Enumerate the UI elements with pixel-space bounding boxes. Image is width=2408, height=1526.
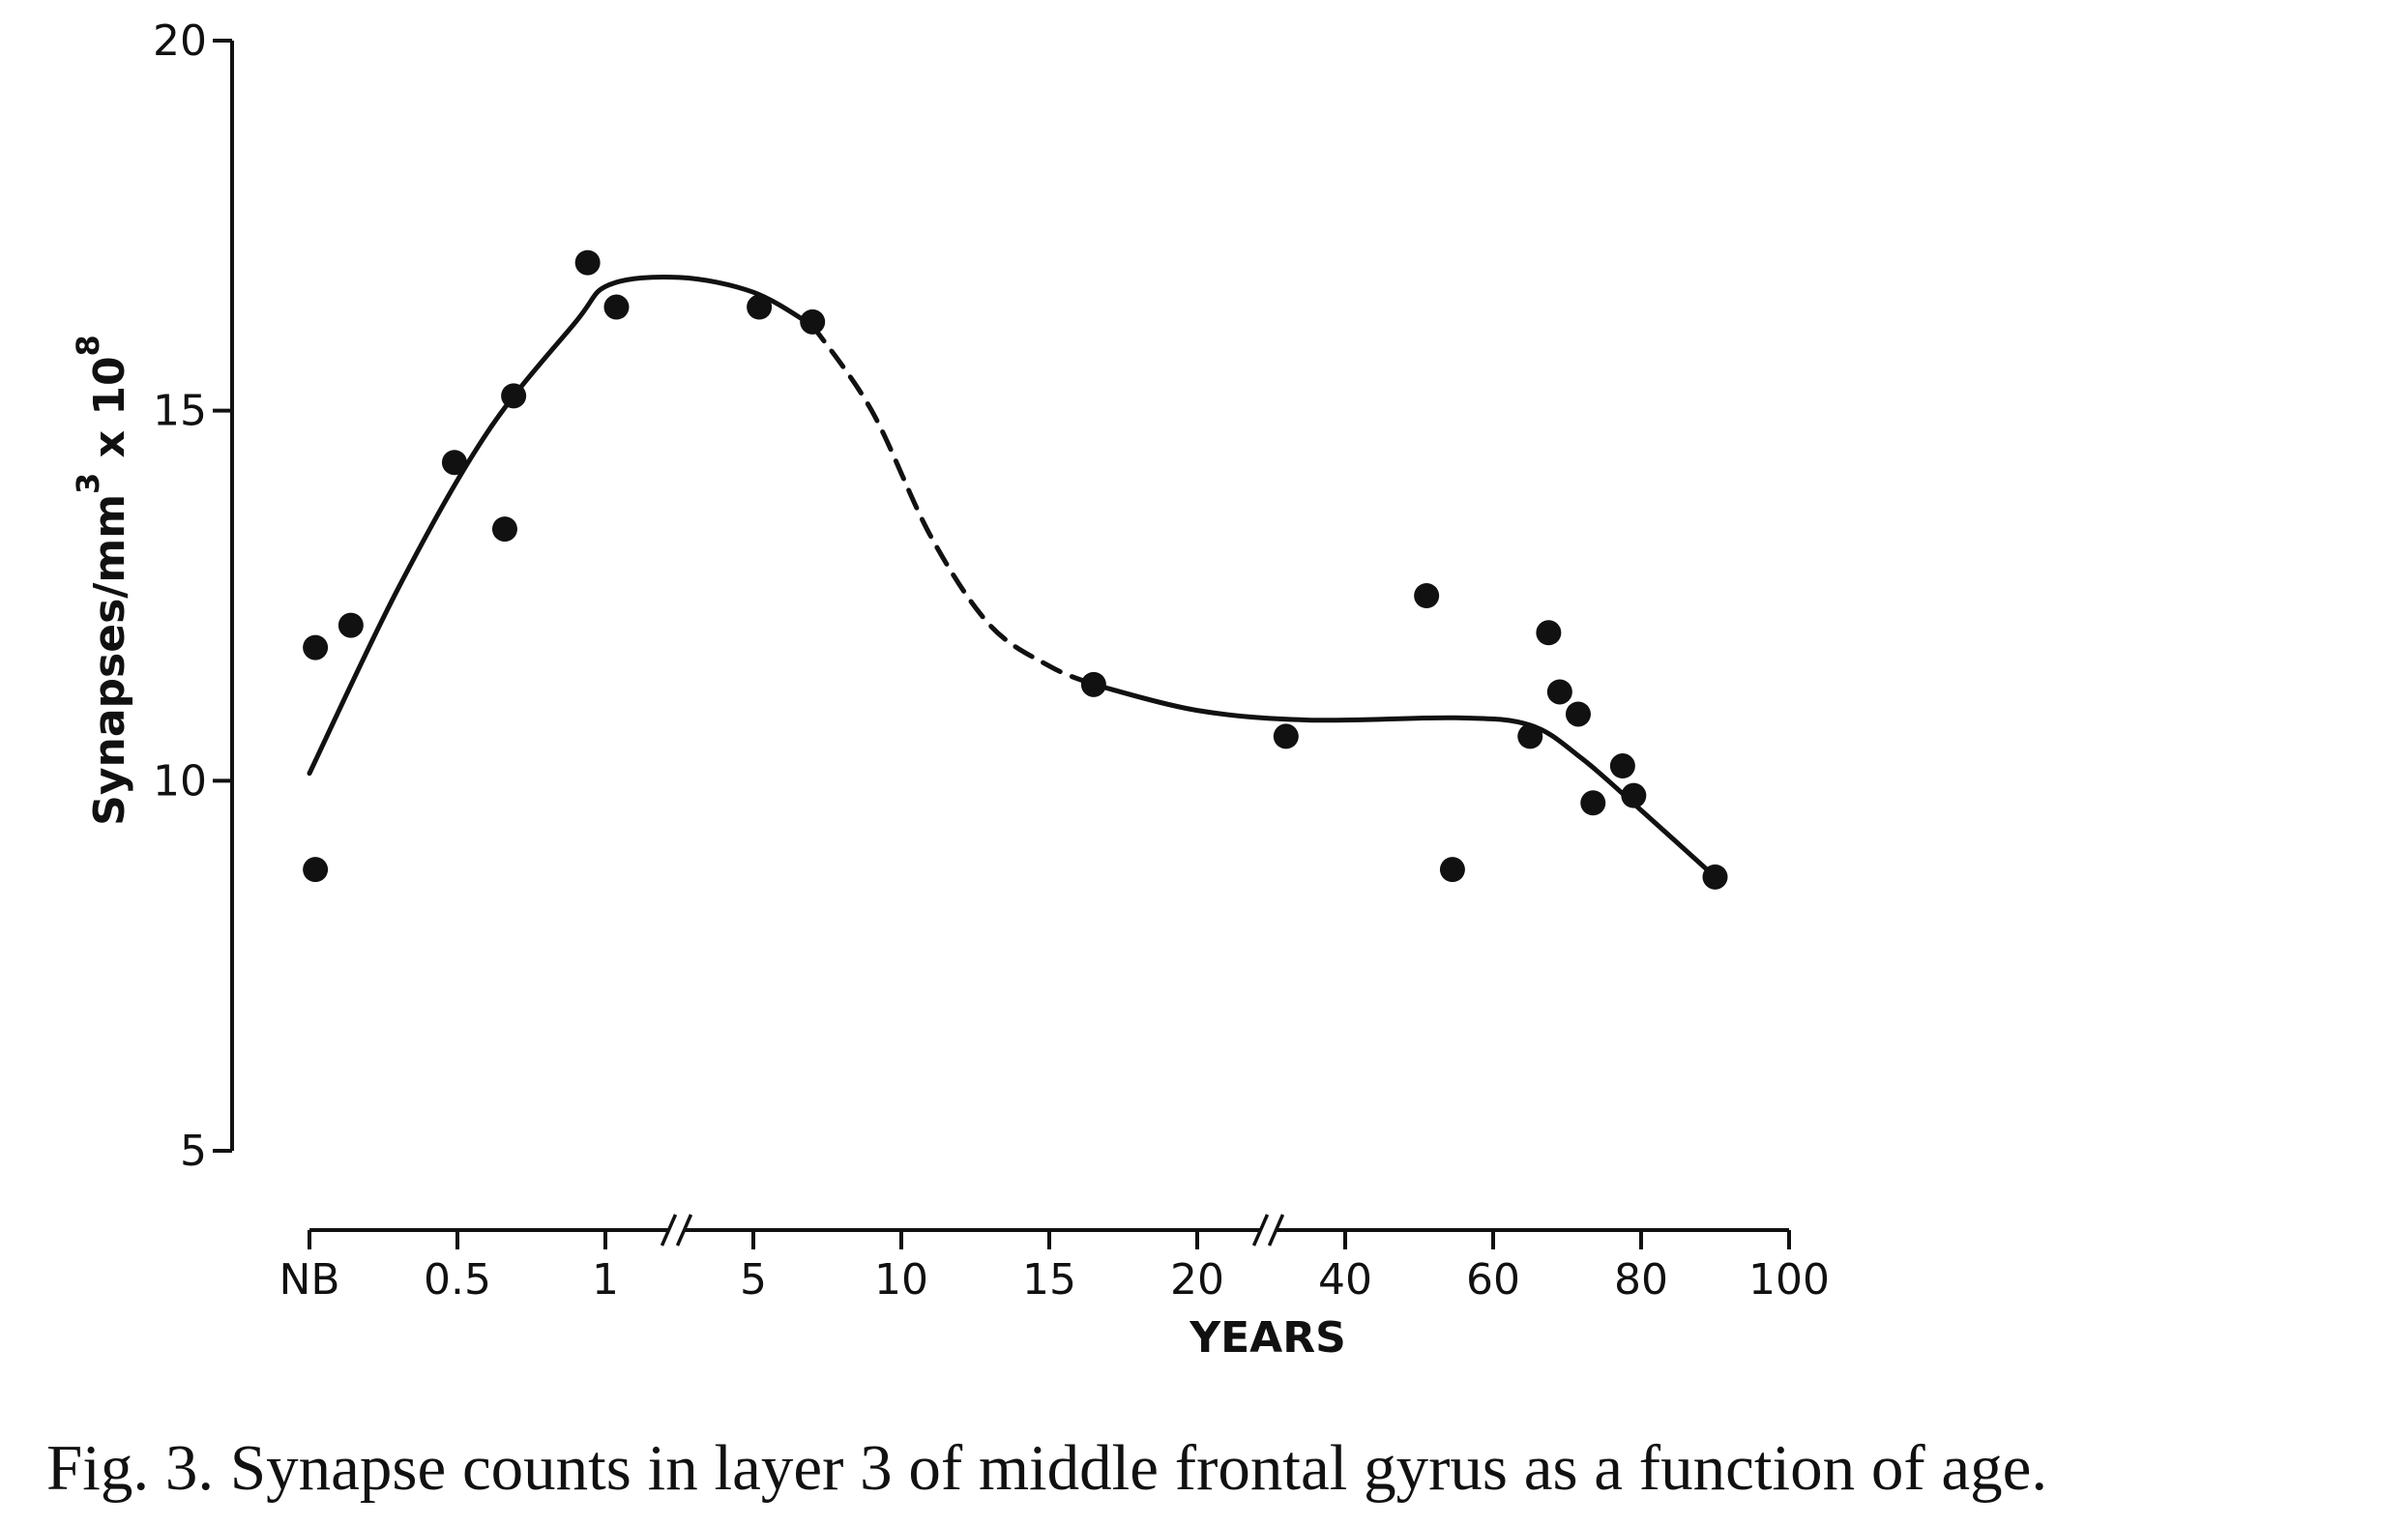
data-points [303, 249, 1728, 890]
data-point [800, 308, 826, 335]
data-point [1546, 679, 1572, 705]
data-point [1414, 583, 1440, 608]
figure-caption: Fig. 3. Synapse counts in layer 3 of mid… [46, 1432, 2048, 1504]
axis-break-mark [660, 1214, 678, 1247]
data-point [747, 294, 773, 320]
x-tick-label: NB [279, 1255, 339, 1305]
data-point [1565, 701, 1591, 727]
x-tick-label: 100 [1748, 1255, 1830, 1305]
y-tick-label: 5 [180, 1127, 207, 1176]
x-tick-label: 80 [1614, 1255, 1668, 1305]
fit-curve [307, 274, 1718, 880]
x-tick-label: 40 [1318, 1255, 1372, 1305]
x-tick-label: 0.5 [424, 1255, 491, 1305]
x-tick-label: 15 [1022, 1255, 1076, 1305]
data-point [574, 249, 601, 276]
x-axis-title: YEARS [1189, 1313, 1346, 1363]
x-tick-label: 10 [874, 1255, 928, 1305]
data-point [303, 857, 329, 883]
data-point [603, 294, 630, 320]
y-tick-label: 10 [153, 756, 207, 806]
data-point [338, 612, 364, 638]
data-point [501, 383, 527, 409]
y-tick-label: 15 [153, 387, 207, 436]
data-point [1273, 723, 1299, 749]
data-point [303, 634, 329, 660]
y-axis: 5 10 15 20 [153, 16, 234, 1176]
data-point [1517, 723, 1543, 749]
data-point [1609, 753, 1635, 779]
y-axis-title: Synapses/mm3 x 108 [70, 335, 134, 826]
data-point [1536, 620, 1562, 646]
axis-break-mark [1251, 1214, 1270, 1247]
x-tick-label: 1 [592, 1255, 619, 1305]
x-tick-label: 60 [1466, 1255, 1520, 1305]
data-point [491, 516, 517, 543]
data-point [1702, 864, 1728, 890]
data-point [441, 450, 467, 476]
fit-curve-segment [1091, 682, 1718, 880]
data-point [1439, 857, 1465, 883]
x-axis: NB 0.5 1 5 10 15 20 40 60 80 100 [279, 1214, 1830, 1305]
fit-curve-segment [307, 274, 815, 777]
data-point [1621, 782, 1647, 808]
x-tick-label: 5 [740, 1255, 767, 1305]
x-tick-label: 20 [1170, 1255, 1224, 1305]
data-point [1080, 671, 1106, 697]
fit-curve-dashed-segment [809, 323, 1097, 688]
y-tick-label: 20 [153, 16, 207, 66]
data-point [1580, 790, 1606, 816]
